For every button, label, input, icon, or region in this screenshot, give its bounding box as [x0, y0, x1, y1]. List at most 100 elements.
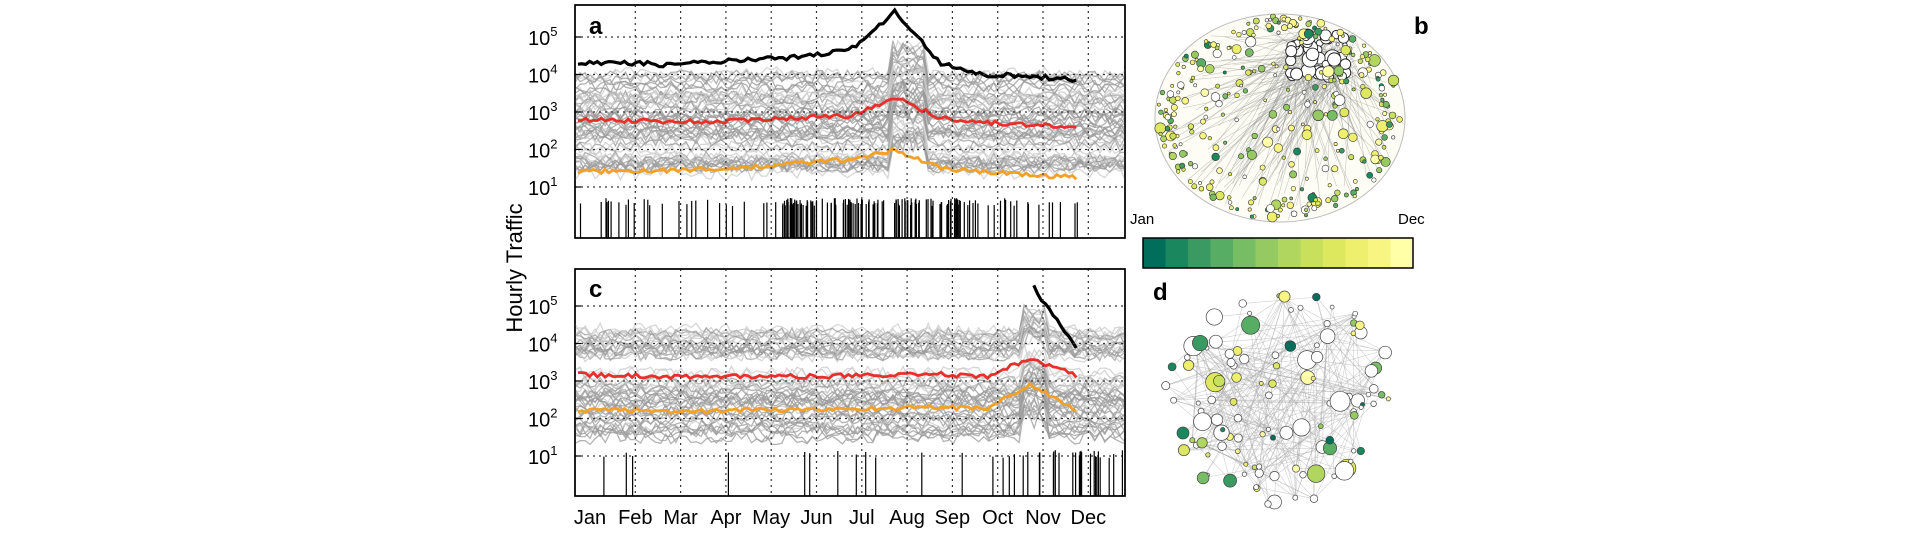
network-node	[1167, 362, 1177, 372]
network-edge	[1278, 295, 1318, 358]
panel-c-grid	[575, 269, 1125, 496]
colorbar-end-label: Dec	[1398, 211, 1425, 228]
background-series-line	[574, 348, 1126, 381]
network-node	[1258, 177, 1267, 186]
network-edge	[1221, 296, 1285, 433]
network-node	[1301, 122, 1305, 127]
colorbar-start-label: Jan	[1130, 211, 1154, 228]
network-edge	[1319, 33, 1358, 140]
network-node	[1193, 412, 1212, 431]
network-node	[1351, 52, 1356, 58]
background-series-line	[574, 323, 1126, 360]
network-node	[1333, 203, 1339, 209]
panel-a-activity-bars	[579, 198, 1078, 238]
network-node	[1243, 461, 1249, 467]
network-node	[1329, 390, 1351, 412]
network-edge	[1321, 77, 1334, 114]
network-node	[1204, 106, 1209, 111]
background-series-line	[574, 325, 1126, 361]
network-node	[1382, 111, 1388, 116]
network-node	[1378, 391, 1386, 399]
network-node	[1211, 152, 1220, 161]
network-node	[1358, 72, 1365, 78]
network-node	[1350, 411, 1359, 420]
background-series-line	[574, 330, 1126, 357]
network-node	[1220, 112, 1225, 117]
network-edge	[1295, 333, 1354, 498]
series-line-0	[577, 7, 1077, 83]
panel-a-series	[574, 7, 1126, 182]
series-line-2	[577, 147, 1078, 181]
network-node	[1215, 100, 1223, 108]
background-series-line	[574, 387, 1126, 423]
network-node	[1265, 426, 1271, 432]
network-node	[1314, 148, 1320, 153]
network-node	[1235, 448, 1241, 455]
network-node	[1157, 102, 1161, 107]
month-label: May	[752, 507, 790, 529]
network-node	[1281, 155, 1286, 160]
network-node	[1245, 69, 1252, 76]
network-node	[1212, 144, 1220, 151]
network-node	[1396, 116, 1403, 123]
network-node	[1275, 213, 1280, 218]
colorbar-swatch	[1390, 238, 1414, 268]
network-edge	[1234, 31, 1301, 41]
network-node	[1340, 45, 1351, 56]
network-edge	[1274, 415, 1355, 477]
network-edge	[1237, 296, 1285, 452]
y-tick-label: 104	[528, 62, 557, 88]
network-node	[1386, 121, 1393, 128]
background-series-line	[574, 57, 1126, 95]
network-node	[1351, 87, 1356, 92]
network-node	[1382, 101, 1390, 108]
network-node	[1247, 207, 1252, 212]
network-node	[1355, 320, 1365, 330]
network-node	[1210, 92, 1221, 102]
network-edge	[1251, 73, 1346, 184]
network-node	[1233, 433, 1243, 443]
background-series-line	[574, 394, 1126, 429]
network-edge	[1214, 382, 1247, 465]
network-node	[1270, 434, 1276, 441]
network-node	[1293, 147, 1301, 156]
network-edge	[1239, 66, 1306, 150]
network-node	[1286, 201, 1294, 209]
network-node	[1215, 83, 1220, 89]
network-edge	[1318, 74, 1343, 130]
network-node	[1351, 448, 1357, 454]
background-series-line	[574, 367, 1126, 398]
network-node	[1388, 111, 1397, 120]
network-node	[1283, 64, 1289, 70]
network-node	[1213, 424, 1230, 441]
network-node	[1213, 374, 1226, 388]
network-node	[1283, 103, 1290, 111]
background-series-line	[574, 371, 1126, 405]
network-node	[1210, 41, 1217, 48]
network-node	[1220, 427, 1226, 433]
network-edge	[1268, 313, 1356, 430]
network-node	[1169, 132, 1177, 140]
network-node	[1362, 159, 1367, 164]
network-node	[1313, 100, 1317, 104]
network-edge	[1272, 72, 1316, 140]
network-node	[1275, 126, 1281, 132]
network-node	[1170, 396, 1177, 404]
y-axis-label: Hourly Traffic	[502, 203, 527, 332]
network-edge	[1327, 335, 1386, 353]
network-edge	[1259, 54, 1304, 133]
y-tick-label: 102	[528, 406, 557, 432]
network-node	[1311, 351, 1324, 364]
network-node	[1371, 177, 1377, 183]
network-node	[1327, 110, 1338, 121]
network-node	[1259, 431, 1266, 438]
network-edge	[1354, 76, 1390, 158]
network-node	[1318, 70, 1324, 75]
network-node	[1385, 396, 1391, 402]
background-series-line	[574, 308, 1126, 341]
network-node	[1379, 69, 1387, 76]
network-node	[1368, 51, 1373, 56]
network-node	[1263, 98, 1267, 103]
network-node	[1239, 83, 1243, 88]
network-node	[1358, 404, 1364, 410]
